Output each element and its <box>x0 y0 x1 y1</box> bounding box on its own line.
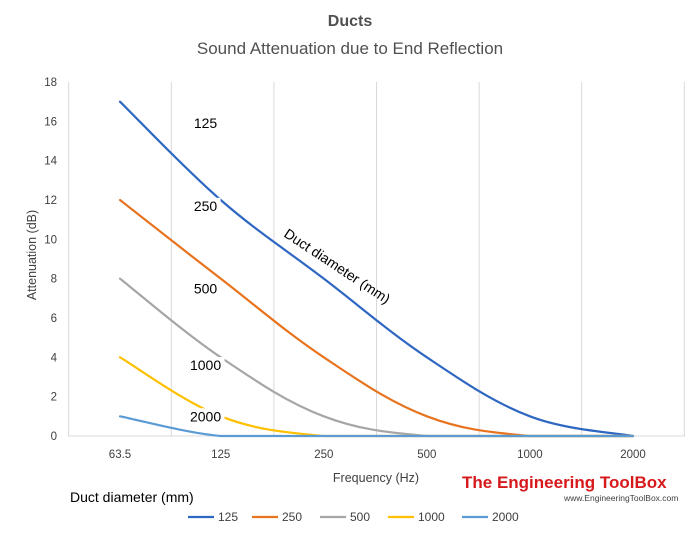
y-tick-label: 18 <box>44 77 57 89</box>
chart-title: Ducts <box>328 13 373 30</box>
gridlines <box>68 82 685 437</box>
legend-label-250: 250 <box>282 510 302 524</box>
y-tick-label: 14 <box>44 156 57 168</box>
y-tick-label: 10 <box>44 234 57 246</box>
series-label-bg <box>190 115 221 132</box>
series-label-1000: 1000 <box>190 357 221 373</box>
legend-title: Duct diameter (mm) <box>70 489 194 505</box>
brand-logo: The Engineering ToolBox <box>462 473 667 492</box>
series-label-bg <box>190 280 221 297</box>
x-tick-label: 250 <box>314 449 333 461</box>
y-tick-label: 2 <box>51 392 57 404</box>
y-tick-label: 8 <box>51 274 57 286</box>
series-line-125 <box>118 100 635 438</box>
y-tick-label: 16 <box>44 116 57 128</box>
x-tick-label: 500 <box>417 449 436 461</box>
series-label-bg <box>186 408 225 425</box>
y-tick-label: 4 <box>51 352 58 364</box>
y-tick-label: 6 <box>51 313 57 325</box>
series-label-2000: 2000 <box>190 408 221 424</box>
y-axis-label: Attenuation (dB) <box>25 210 39 300</box>
series-label-bg <box>186 357 225 374</box>
series-label-125: 125 <box>194 115 218 131</box>
legend-label-500: 500 <box>350 510 370 524</box>
legend: 125 250 500 1000 2000 <box>188 510 519 524</box>
series-labels: 125 250 500 1000 2000 <box>186 115 225 425</box>
series-line-2000 <box>118 415 635 438</box>
y-tick-label: 0 <box>51 431 57 443</box>
x-axis-ticks: 63.5 125 250 500 1000 2000 <box>109 449 646 461</box>
legend-label-1000: 1000 <box>418 510 445 524</box>
brand-url: www.EngineeringToolBox.com <box>563 493 678 503</box>
x-tick-label: 63.5 <box>109 449 131 461</box>
x-axis-label: Frequency (Hz) <box>333 471 419 485</box>
x-tick-label: 2000 <box>620 449 646 461</box>
x-tick-label: 125 <box>211 449 230 461</box>
legend-label-2000: 2000 <box>492 510 519 524</box>
legend-label-125: 125 <box>218 510 238 524</box>
series-label-250: 250 <box>194 198 218 214</box>
chart-subtitle: Sound Attenuation due to End Reflection <box>197 39 503 58</box>
series-label-bg <box>190 197 221 214</box>
y-axis-ticks: 0 2 4 6 8 10 12 14 16 18 <box>44 77 57 443</box>
y-tick-label: 12 <box>44 195 57 207</box>
x-tick-label: 1000 <box>517 449 543 461</box>
series-label-500: 500 <box>194 280 218 296</box>
